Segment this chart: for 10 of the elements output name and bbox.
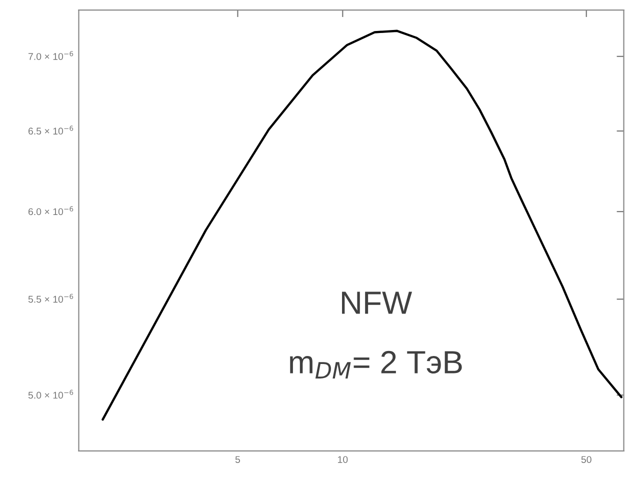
x-tick-label: 10 [338,456,348,463]
y-tick-label: 5.0 × 10$^{−6}$ [28,390,74,399]
x-tick-label: 5 [235,456,240,463]
x-tick-label: 50 [581,456,592,463]
annotation: m$_{DM}$= 2 ТэВ [290,350,462,378]
y-tick-label: 6.5 × 10$^{−6}$ [28,126,74,135]
y-tick-label: 7.0 × 10$^{−6}$ [28,51,74,60]
y-tick-label: 5.5 × 10$^{−6}$ [28,294,74,303]
annotation: NFW [342,292,412,314]
y-tick-label: 6.0 × 10$^{−6}$ [28,206,74,216]
